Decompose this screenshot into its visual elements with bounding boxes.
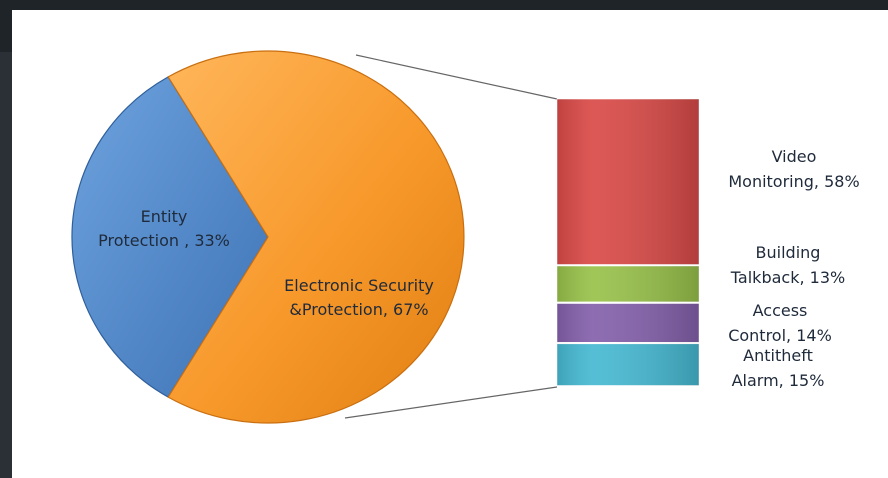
bar-segment-shading	[557, 303, 699, 343]
bar-label-building-talkback: Building Talkback, 13%	[730, 243, 845, 287]
pie-label-entity-protection: Entity Protection , 33%	[98, 207, 230, 250]
connector-lines	[344, 54, 558, 419]
pie-label-electronic-security: Electronic Security &Protection, 67%	[284, 276, 434, 319]
bar-segment-shading	[557, 343, 699, 386]
bar-segment-shading	[557, 266, 699, 302]
left-border-strip	[0, 52, 12, 478]
connector-line-bottom	[344, 386, 558, 419]
stacked-bar-group	[556, 98, 700, 386]
bar-labels: Video Monitoring, 58% Building Talkback, 13…	[728, 147, 859, 390]
pie-group	[71, 50, 465, 424]
bar-label-access-control: Access Control, 14%	[728, 301, 832, 345]
connector-line-top	[355, 54, 558, 100]
pie-labels: Entity Protection , 33% Electronic Securit…	[98, 207, 434, 319]
pie-slice-electronic-security	[167, 50, 465, 424]
pie-slice-entity-protection	[71, 76, 269, 398]
bar-label-antitheft-alarm: Antitheft Alarm, 15%	[732, 346, 825, 390]
bar-label-video-monitoring: Video Monitoring, 58%	[728, 147, 859, 191]
bar-segment-shading	[557, 99, 699, 265]
